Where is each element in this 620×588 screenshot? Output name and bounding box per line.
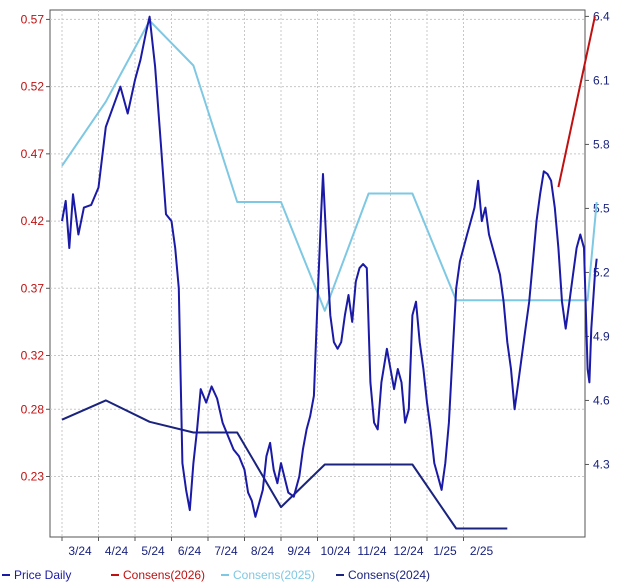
x-tick-label: 4/24: [105, 544, 129, 558]
left-tick-label: 0.47: [21, 147, 45, 161]
series-layer: [61, 15, 598, 530]
series-line-consens-2025: [61, 19, 598, 312]
right-tick-label: 4.6: [593, 393, 610, 407]
series-line-price-daily: [61, 15, 598, 518]
right-tick-label: 4.9: [593, 329, 610, 343]
left-tick-label: 0.32: [21, 349, 45, 363]
right-tick-label: 4.3: [593, 457, 610, 471]
legend-label: Consens(2024): [348, 568, 430, 582]
x-tick-label: 3/24: [68, 544, 92, 558]
right-axis: 6.46.15.85.55.24.94.64.3: [585, 9, 610, 471]
left-tick-label: 0.37: [21, 281, 45, 295]
x-axis: 3/24 4/24 5/24 6/24 7/24 8/24 9/24 10/24 11/24 12…: [61, 537, 494, 558]
right-tick-label: 5.2: [593, 265, 610, 279]
x-tick-label: 9/24: [287, 544, 311, 558]
right-tick-label: 5.8: [593, 137, 610, 151]
left-tick-label: 0.28: [21, 402, 45, 416]
legend-label: Price Daily: [14, 568, 71, 582]
x-tick-label: 2/25: [470, 544, 494, 558]
x-tick-label: 5/24: [141, 544, 165, 558]
x-tick-label: 11/24: [357, 544, 386, 558]
left-tick-label: 0.23: [21, 470, 45, 484]
right-tick-label: 6.1: [593, 73, 610, 87]
x-tick-label: 6/24: [178, 544, 202, 558]
left-tick-label: 0.52: [21, 80, 45, 94]
x-tick-label: 10/24: [320, 544, 350, 558]
x-tick-label: 1/25: [433, 544, 457, 558]
x-tick-label: 8/24: [251, 544, 275, 558]
x-tick-label: 12/24: [393, 544, 423, 558]
x-tick-label: 7/24: [214, 544, 238, 558]
series-line-consens-2024: [61, 399, 508, 530]
grid: [50, 10, 585, 537]
legend: Price Daily Consens(2026) Consens(2025) Con…: [2, 568, 430, 582]
right-tick-label: 6.4: [593, 9, 610, 23]
legend-label: Consens(2025): [233, 568, 315, 582]
series-line-consens-2026: [557, 16, 596, 188]
left-axis: 0.57 0.52 0.47 0.42 0.37 0.32 0.28 0.23: [21, 12, 50, 484]
left-tick-label: 0.42: [21, 214, 45, 228]
plot-area: [49, 9, 586, 538]
legend-label: Consens(2026): [123, 568, 205, 582]
left-tick-label: 0.57: [21, 12, 45, 26]
